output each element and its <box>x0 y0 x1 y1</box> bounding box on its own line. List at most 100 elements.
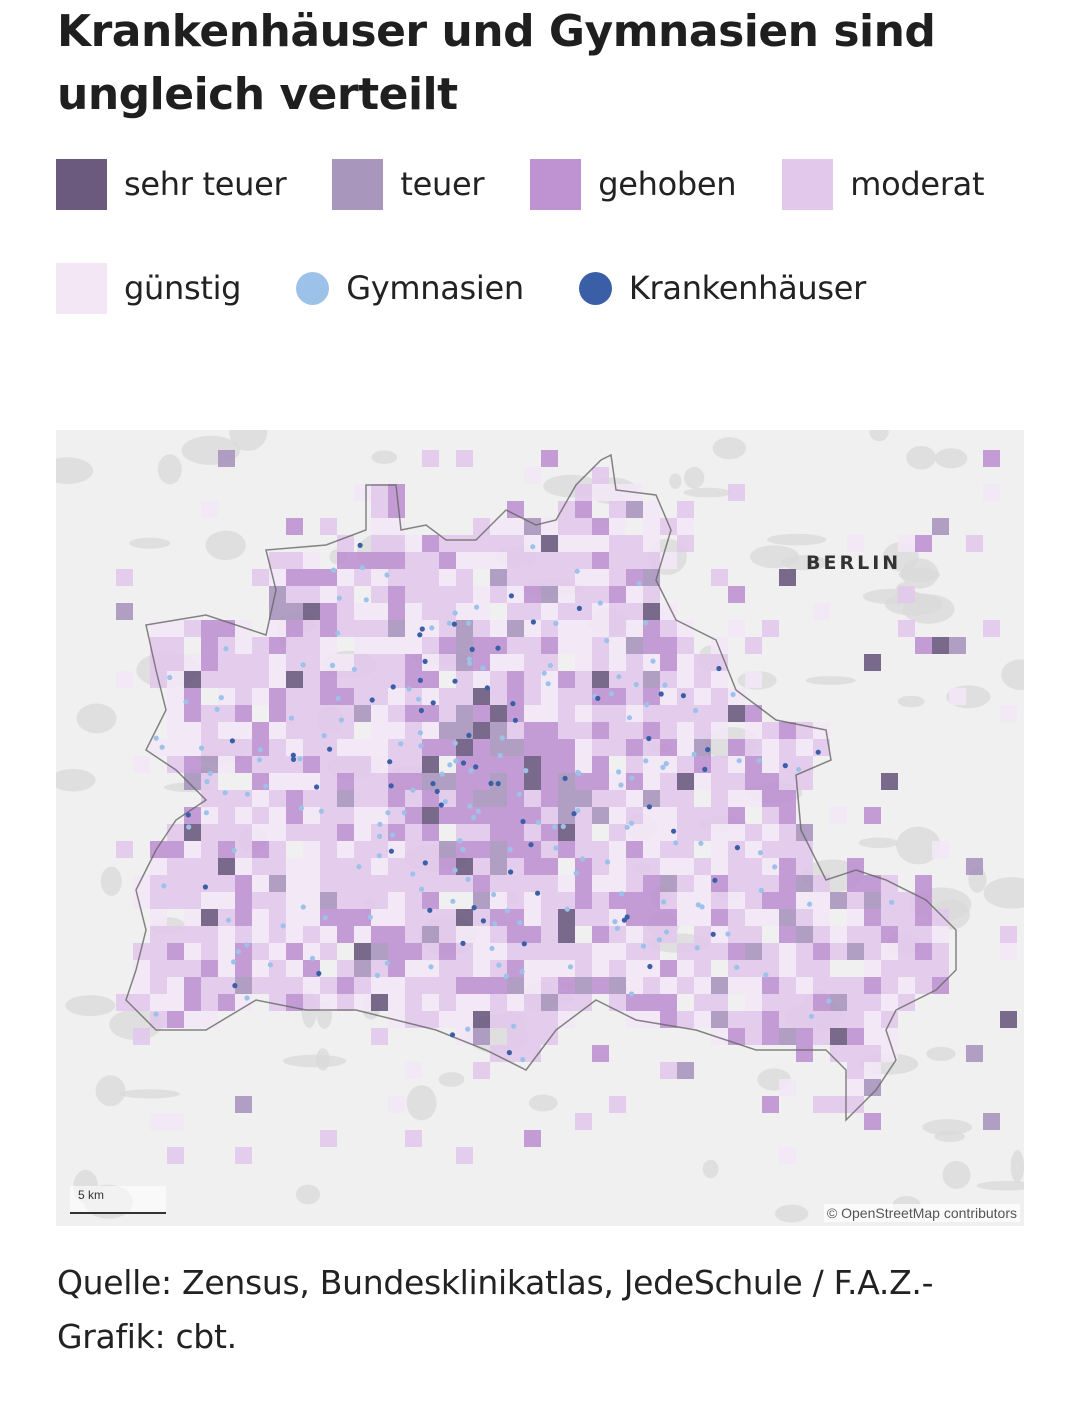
price-cell <box>337 739 354 756</box>
price-cell <box>575 892 592 909</box>
price-cell <box>201 807 218 824</box>
price-cell <box>609 722 626 739</box>
price-cell <box>881 773 898 790</box>
price-cell <box>728 739 745 756</box>
price-cell <box>371 790 388 807</box>
price-cell <box>405 705 422 722</box>
forest-patch <box>702 1159 719 1179</box>
price-cell <box>609 518 626 535</box>
hospital-dot <box>624 914 630 920</box>
price-cell <box>320 518 337 535</box>
gymnasium-dot <box>489 945 495 952</box>
hospital-dot <box>528 842 534 848</box>
price-cell <box>388 705 405 722</box>
price-cell <box>354 688 371 705</box>
gymnasium-dot <box>460 846 466 853</box>
map-attribution[interactable]: © OpenStreetMap contributors <box>823 1204 1020 1222</box>
map[interactable]: BERLIN 5 km © OpenStreetMap contributors <box>56 430 1024 1226</box>
gymnasium-dot <box>618 782 624 788</box>
gymnasium-dot <box>520 1056 526 1063</box>
price-cell <box>762 739 779 756</box>
price-cell <box>524 943 541 960</box>
price-cell <box>201 960 218 977</box>
price-cell <box>626 603 643 620</box>
price-cell <box>388 858 405 875</box>
gymnasium-dot <box>552 824 558 830</box>
gymnasium-dot <box>725 931 731 937</box>
price-cell <box>490 688 507 705</box>
price-cell <box>711 671 728 688</box>
gymnasium-dot <box>496 962 502 968</box>
price-cell <box>643 943 660 960</box>
price-cell <box>558 603 575 620</box>
price-cell <box>779 909 796 926</box>
gymnasium-dot <box>203 810 209 816</box>
price-cell <box>371 892 388 909</box>
forest-patch <box>371 450 398 464</box>
gymnasium-dot <box>367 914 373 920</box>
gymnasium-dot <box>336 595 342 601</box>
price-cell <box>643 722 660 739</box>
gymnasium-dot <box>736 758 742 764</box>
gymnasium-dot <box>338 717 344 723</box>
price-cell <box>711 637 728 654</box>
price-cell <box>558 943 575 960</box>
price-cell <box>575 620 592 637</box>
price-cell <box>269 722 286 739</box>
price-cell <box>269 586 286 603</box>
hospital-dot <box>506 1050 512 1056</box>
price-cell <box>201 875 218 892</box>
price-cell <box>864 977 881 994</box>
price-cell <box>728 586 745 603</box>
price-cell <box>456 1011 473 1028</box>
price-cell <box>847 1096 864 1113</box>
price-cell <box>745 909 762 926</box>
price-cell <box>949 637 966 654</box>
price-cell <box>116 671 133 688</box>
price-cell <box>507 739 524 756</box>
forest-patch <box>100 866 122 896</box>
price-cell <box>592 790 609 807</box>
gymnasium-dot <box>491 891 497 898</box>
price-cell <box>405 671 422 688</box>
gymnasium-dot <box>614 925 621 931</box>
price-cell <box>575 688 592 705</box>
price-cell <box>983 620 1000 637</box>
price-cell <box>354 739 371 756</box>
price-cell <box>218 807 235 824</box>
price-cell <box>677 518 694 535</box>
price-cell <box>371 824 388 841</box>
price-cell <box>507 756 524 773</box>
forest-patch <box>858 837 899 849</box>
city-label: BERLIN <box>806 552 902 574</box>
price-cell <box>218 756 235 773</box>
price-cell <box>643 909 660 926</box>
price-cell <box>235 620 252 637</box>
price-cell <box>779 926 796 943</box>
price-cell <box>507 1011 524 1028</box>
gymnasium-dot <box>530 544 536 550</box>
price-cell <box>405 807 422 824</box>
price-cell <box>558 688 575 705</box>
gymnasium-dot <box>153 735 159 741</box>
price-cell <box>660 654 677 671</box>
price-cell <box>881 1028 898 1045</box>
price-cell <box>269 756 286 773</box>
price-cell <box>609 671 626 688</box>
price-cell <box>626 790 643 807</box>
hospital-dot <box>521 941 527 947</box>
price-cell <box>711 841 728 858</box>
gymnasium-dot <box>267 962 273 968</box>
price-cell <box>592 586 609 603</box>
krankenhaeuser-dots <box>185 542 821 1056</box>
price-cell <box>337 552 354 569</box>
gymnasium-dot <box>318 808 324 814</box>
price-cell <box>694 1011 711 1028</box>
price-cell <box>830 1096 847 1113</box>
price-cell <box>473 807 490 824</box>
price-cell <box>847 875 864 892</box>
price-cell <box>184 705 201 722</box>
price-cell <box>541 450 558 467</box>
price-cell <box>388 603 405 620</box>
price-cell <box>388 824 405 841</box>
